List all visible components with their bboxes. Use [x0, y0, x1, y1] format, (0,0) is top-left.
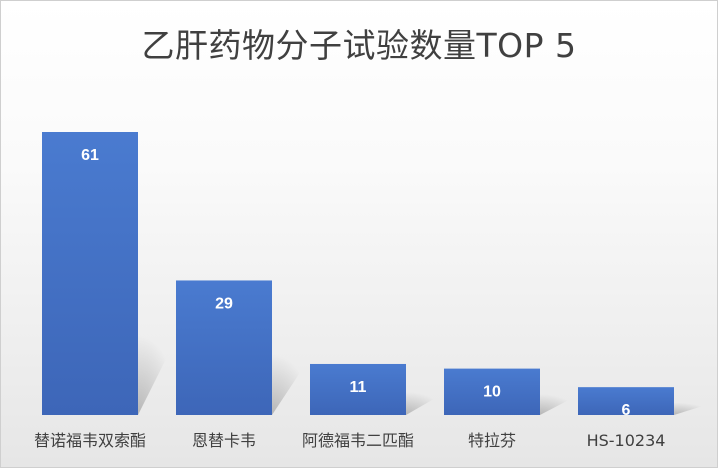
bar-shadow [272, 354, 312, 415]
x-tick-label: 恩替卡韦 [192, 431, 256, 450]
bar-value-label: 61 [81, 147, 99, 164]
bar-3 [444, 368, 540, 415]
chart-title: 乙肝药物分子试验数量TOP 5 [141, 26, 577, 65]
bar-value-label: 6 [622, 402, 631, 419]
x-tick-label: HS-10234 [587, 431, 666, 450]
bar-value-label: 29 [215, 295, 233, 312]
bar-shadow [406, 392, 446, 415]
bar-2 [310, 363, 406, 415]
x-tick-label: 替诺福韦双索酯 [34, 431, 146, 450]
x-tick-label: 特拉芬 [468, 431, 516, 450]
bar-value-label: 11 [350, 379, 367, 396]
bar-shadow [674, 402, 714, 415]
bar-shadow [138, 335, 178, 415]
x-tick-label: 阿德福韦二匹酯 [302, 431, 414, 450]
bar-1 [176, 280, 272, 415]
bar-value-label: 10 [483, 384, 501, 401]
bar-0 [42, 132, 138, 415]
bar-shadow [540, 394, 580, 415]
bar-4 [578, 387, 674, 415]
